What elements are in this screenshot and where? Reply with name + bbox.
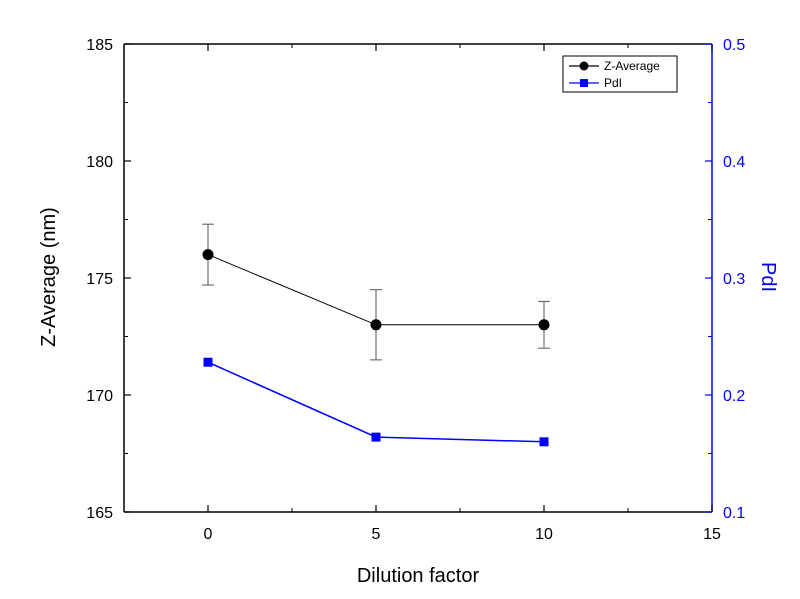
series-line [207,361,545,443]
y-right-tick-label: 0.4 [723,154,745,171]
y-left-tick-label: 175 [86,271,113,288]
legend-marker [580,79,588,87]
x-tick-label: 15 [703,526,721,543]
legend-label: PdI [604,76,622,90]
legend-marker [579,61,589,71]
y-left-tick-label: 165 [86,505,113,522]
x-tick-label: 0 [204,526,213,543]
x-axis-label: Dilution factor [357,565,480,587]
data-point [371,432,381,442]
y-right-tick-label: 0.3 [723,271,745,288]
y-right-tick-label: 0.1 [723,505,745,522]
y-right-tick-label: 0.5 [723,37,745,54]
series-pdi [203,357,549,447]
data-point [202,249,214,261]
y-left-tick-label: 185 [86,37,113,54]
axes [123,43,713,513]
series-z-average [202,223,550,361]
y-left-tick-label: 180 [86,154,113,171]
data-point [539,437,549,447]
data-point [370,319,382,331]
legend: Z-Average PdI [562,55,678,93]
ticks: 0 5 10 15 165 170 175 180 185 0.1 0.2 0.3 0.4 0.5 [86,37,745,543]
y-right-tick-label: 0.2 [723,388,745,405]
y-axis-left-label: Z-Average (nm) [38,207,60,347]
legend-label: Z-Average [604,59,660,73]
series [202,223,550,447]
y-axis-right-label: PdI [757,262,779,292]
data-point [538,319,550,331]
data-point [203,357,213,367]
x-tick-label: 10 [535,526,553,543]
x-tick-label: 5 [372,526,381,543]
y-left-tick-label: 170 [86,388,113,405]
